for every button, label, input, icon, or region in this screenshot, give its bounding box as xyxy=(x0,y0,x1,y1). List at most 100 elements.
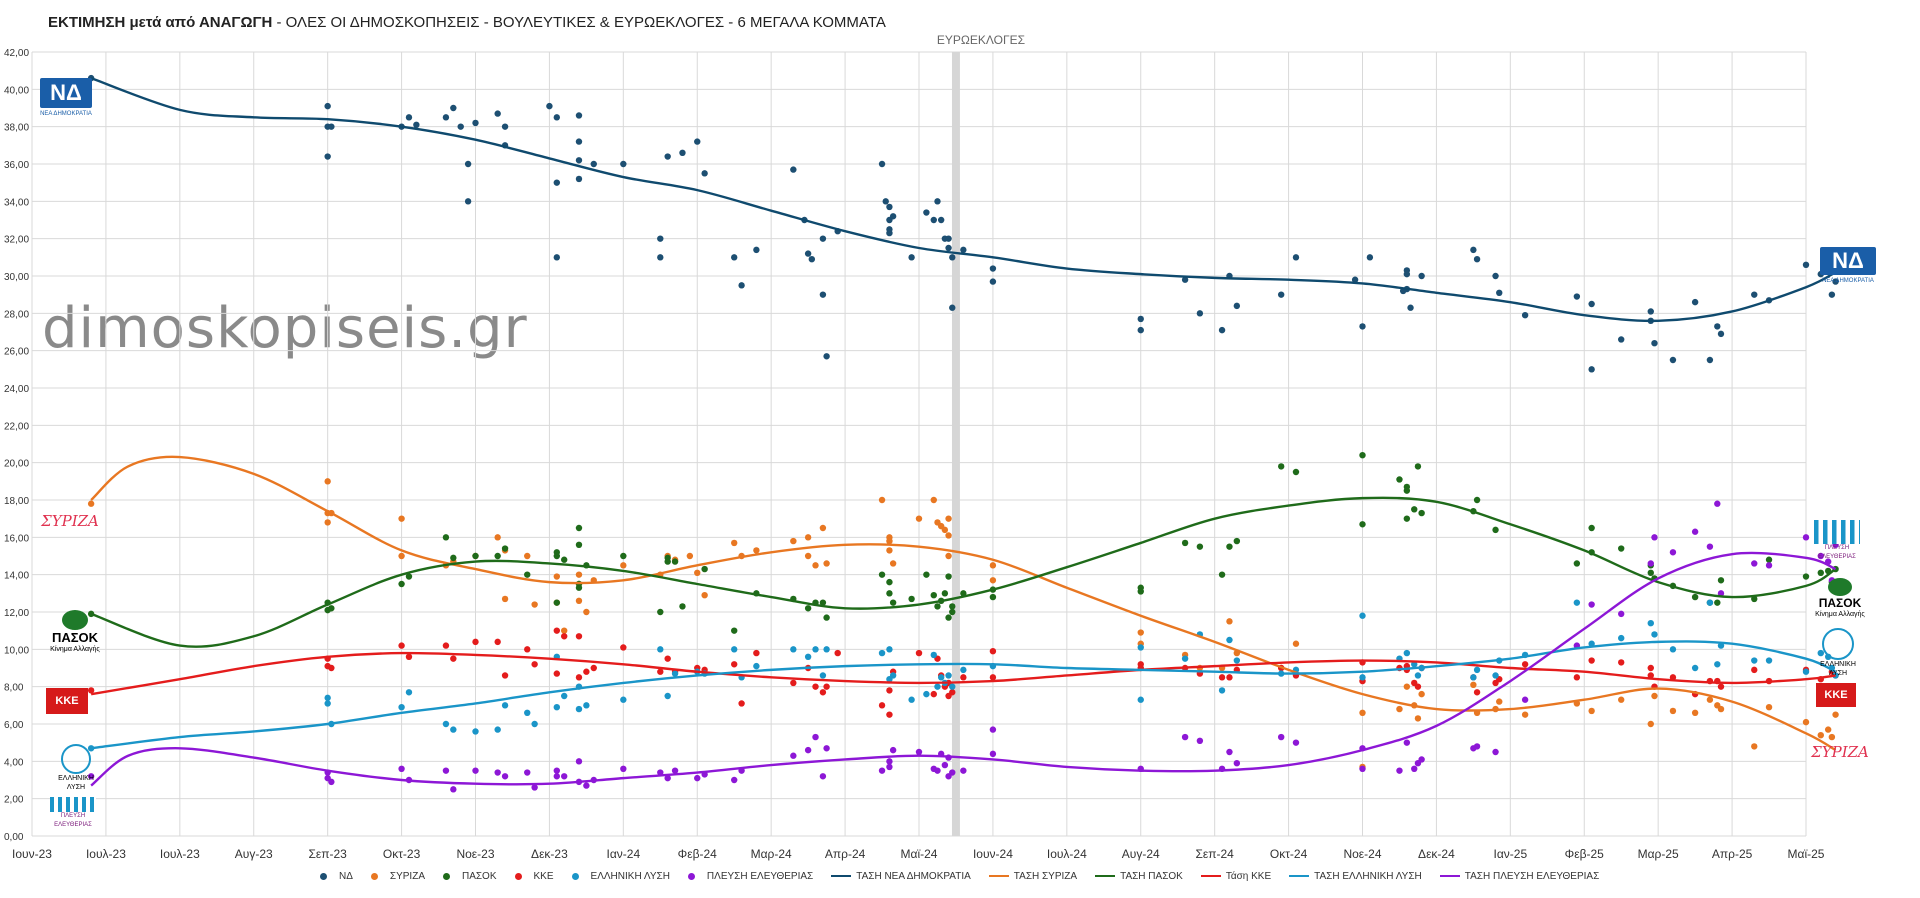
data-point-s1 xyxy=(1359,709,1366,716)
data-point-s3 xyxy=(819,689,827,696)
data-point-s3 xyxy=(731,661,738,668)
data-point-s3 xyxy=(753,649,760,657)
data-point-s0 xyxy=(989,278,997,285)
data-point-s1 xyxy=(1824,726,1832,733)
data-point-s4 xyxy=(1647,620,1654,627)
data-point-s5 xyxy=(1359,765,1366,772)
data-point-s0 xyxy=(808,256,816,263)
data-point-s5 xyxy=(1473,743,1481,750)
data-point-s2 xyxy=(1418,509,1425,517)
data-point-s5 xyxy=(664,774,671,782)
data-point-s4 xyxy=(878,649,886,657)
data-point-s1 xyxy=(790,537,797,545)
data-point-s1 xyxy=(886,547,893,554)
data-point-s2 xyxy=(941,590,949,597)
y-tick-label: 30,00 xyxy=(4,272,29,283)
data-point-s2 xyxy=(886,578,893,586)
data-point-s4 xyxy=(450,726,457,733)
data-point-s1 xyxy=(694,569,701,576)
data-point-s0 xyxy=(553,114,561,121)
data-point-s1 xyxy=(1647,720,1654,728)
data-point-s3 xyxy=(405,653,413,660)
data-point-s4 xyxy=(1651,631,1658,638)
legend-label: ΝΔ xyxy=(339,871,353,882)
data-point-s3 xyxy=(886,687,893,694)
data-point-s5 xyxy=(553,773,561,780)
data-point-s5 xyxy=(1588,601,1595,608)
y-tick-label: 24,00 xyxy=(4,384,29,395)
data-point-s0 xyxy=(1277,291,1285,298)
data-point-s1 xyxy=(324,519,331,526)
data-point-s5 xyxy=(671,767,679,774)
data-point-s0 xyxy=(546,102,553,110)
data-point-s0 xyxy=(1588,300,1595,308)
legend-label: ΤΑΣΗ ΕΛΛΗΝΙΚΗ ΛΥΣΗ xyxy=(1314,871,1422,882)
data-point-s5 xyxy=(1521,696,1529,703)
data-point-s0 xyxy=(442,114,450,121)
data-point-s2 xyxy=(1802,573,1810,580)
data-point-s5 xyxy=(561,773,568,780)
data-point-s2 xyxy=(657,608,664,616)
data-point-s3 xyxy=(501,672,509,679)
y-tick-label: 4,00 xyxy=(4,757,24,768)
data-point-s5 xyxy=(620,765,627,772)
data-point-s5 xyxy=(941,761,949,769)
data-point-s0 xyxy=(1407,304,1414,311)
data-point-s4 xyxy=(819,672,827,679)
data-point-s2 xyxy=(664,558,671,565)
data-point-s0 xyxy=(472,119,479,127)
data-point-s5 xyxy=(1418,756,1425,763)
data-point-s0 xyxy=(908,254,915,261)
data-point-s3 xyxy=(531,661,538,668)
data-point-s0 xyxy=(620,160,627,168)
data-point-s1 xyxy=(1817,732,1824,739)
legend-swatch xyxy=(1289,875,1310,878)
x-tick-label: Αυγ-23 xyxy=(235,847,273,861)
data-point-s0 xyxy=(878,160,886,168)
data-point-s2 xyxy=(1218,571,1226,578)
data-point-s3 xyxy=(1669,674,1677,681)
data-point-s2 xyxy=(1492,526,1499,534)
data-point-s5 xyxy=(553,767,561,774)
legend-swatch xyxy=(370,872,378,880)
data-point-s4 xyxy=(1359,612,1366,619)
data-point-s4 xyxy=(561,692,568,700)
data-point-s5 xyxy=(1403,739,1411,746)
y-tick-label: 18,00 xyxy=(4,496,29,507)
data-point-s5 xyxy=(1817,552,1824,560)
data-point-s0 xyxy=(1492,272,1499,280)
data-point-s4 xyxy=(1714,661,1721,668)
nd-logo-text: ΝΕΑ ΔΗΜΟΚΡΑΤΙΑ xyxy=(40,111,92,117)
syriza-logo-text: ΣΥΡΙΖΑ xyxy=(41,512,99,530)
data-point-s0 xyxy=(328,123,335,130)
data-point-s1 xyxy=(620,562,627,569)
data-point-s2 xyxy=(819,599,827,606)
data-point-s5 xyxy=(812,733,819,741)
nd-logo-mark-right: ΝΔ xyxy=(1820,247,1876,275)
data-point-s0 xyxy=(679,149,686,156)
x-tick-label: Οκτ-24 xyxy=(1270,847,1308,861)
data-point-s2 xyxy=(620,552,627,560)
legend-label: ΣΥΡΙΖΑ xyxy=(389,871,425,882)
data-point-s2 xyxy=(989,593,997,601)
pasok-logo-text-right: ΠΑΣΟΚ xyxy=(1818,596,1862,610)
data-point-s1 xyxy=(1418,690,1425,698)
legend-swatch xyxy=(320,872,327,880)
data-point-s5 xyxy=(960,767,967,774)
data-point-s1 xyxy=(1403,683,1411,690)
legend-label: ΠΛΕΥΣΗ ΕΛΕΥΘΕΡΙΑΣ xyxy=(706,871,814,882)
data-point-s0 xyxy=(694,138,701,145)
data-point-s0 xyxy=(1366,254,1374,261)
european-elections-band xyxy=(951,52,960,836)
data-point-s5 xyxy=(694,774,701,782)
pasok-sun-icon xyxy=(62,610,88,630)
data-point-s0 xyxy=(405,114,413,121)
data-point-s2 xyxy=(886,590,893,597)
x-tick-label: Νοε-23 xyxy=(456,847,494,861)
data-point-s0 xyxy=(804,250,812,257)
data-point-s1 xyxy=(553,573,561,580)
data-point-s1 xyxy=(1751,743,1758,750)
data-point-s0 xyxy=(1573,293,1581,300)
grid xyxy=(31,51,1807,837)
data-point-s4 xyxy=(1414,672,1422,679)
